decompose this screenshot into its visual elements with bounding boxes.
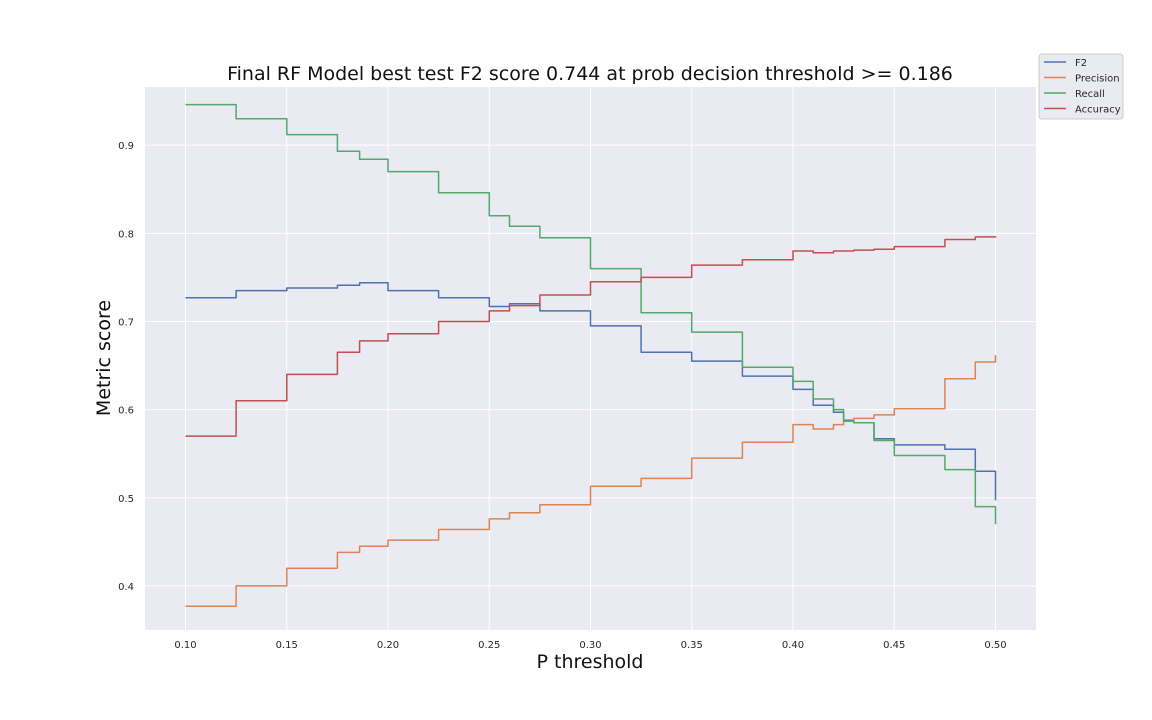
y-tick-label: 0.7	[118, 317, 134, 328]
y-tick-label: 0.6	[118, 406, 134, 417]
series-line-accuracy	[185, 236, 997, 437]
x-tick-label: 0.45	[883, 640, 905, 651]
x-axis-label: P threshold	[537, 651, 644, 673]
x-tick-label: 0.15	[276, 640, 298, 651]
legend-box	[1038, 53, 1124, 120]
x-tick-label: 0.25	[478, 640, 500, 651]
series-lines	[185, 103, 997, 607]
legend-label-recall: Recall	[1075, 89, 1105, 100]
y-tick-label: 0.5	[118, 494, 134, 505]
y-axis-label: Metric score	[93, 300, 115, 416]
x-tick-label: 0.35	[681, 640, 703, 651]
series-line-f2	[185, 281, 997, 501]
y-tick-labels: 0.4 0.5 0.6 0.7 0.8 0.9	[118, 141, 134, 593]
x-tick-label: 0.50	[984, 640, 1006, 651]
x-tick-label: 0.10	[174, 640, 196, 651]
x-tick-label: 0.40	[782, 640, 804, 651]
legend-label-accuracy: Accuracy	[1075, 105, 1121, 116]
y-tick-label: 0.8	[118, 229, 134, 240]
legend-label-precision: Precision	[1075, 74, 1120, 85]
x-tick-label: 0.20	[377, 640, 399, 651]
y-tick-label: 0.4	[118, 582, 134, 593]
x-tick-label: 0.30	[579, 640, 601, 651]
series-line-precision	[185, 355, 997, 607]
chart-title: Final RF Model best test F2 score 0.744 …	[227, 63, 953, 85]
legend-label-f2: F2	[1075, 58, 1087, 69]
series-line-recall	[185, 103, 997, 525]
x-tick-labels: 0.10 0.15 0.20 0.25 0.30 0.35 0.40 0.45 0.50	[174, 640, 1006, 651]
y-tick-label: 0.9	[118, 141, 134, 152]
legend: F2 Precision Recall Accuracy	[1038, 53, 1124, 120]
